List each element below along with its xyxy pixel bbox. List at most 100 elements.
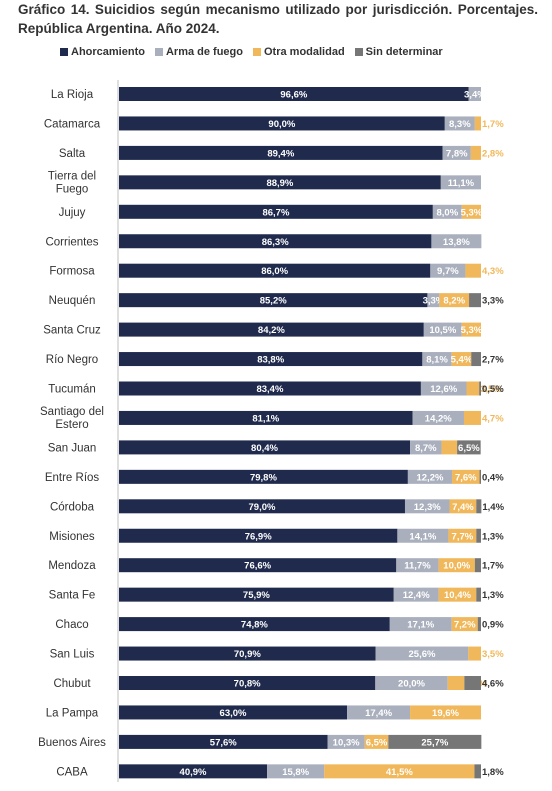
data-label: 7,2% [454, 620, 476, 631]
bar-segment [477, 617, 481, 632]
data-label: 85,2% [260, 296, 287, 307]
bar-segment [396, 558, 439, 573]
bar-segment [448, 528, 477, 543]
data-label: 83,8% [257, 355, 284, 366]
data-label: 86,7% [262, 207, 289, 218]
bar-segment [393, 587, 439, 602]
data-label: 10,0% [443, 561, 470, 572]
category-label: Tierra del Fuego [48, 170, 96, 195]
category-label: Salta [59, 148, 86, 160]
data-label: 12,6% [430, 384, 457, 395]
data-label: 13,8% [443, 237, 470, 248]
bar-segment [470, 145, 481, 160]
bar-segment [119, 499, 405, 514]
bar-segment [375, 676, 448, 690]
bar-segment [431, 234, 482, 249]
bar-segment [420, 381, 467, 396]
category-label: Catamarca [44, 118, 101, 130]
bar-segment [461, 204, 481, 219]
bar-segment [451, 617, 478, 632]
data-label: 1,3% [482, 531, 504, 542]
data-label: 83,4% [256, 384, 283, 395]
data-label: 20,0% [398, 679, 425, 690]
data-label: 15,8% [282, 767, 309, 778]
legend-item-3: Sin determinar [354, 46, 443, 58]
bar-segment [388, 734, 482, 749]
category-label: Santa Fe [49, 590, 96, 602]
data-label: 12,3% [414, 502, 441, 513]
data-label: 76,6% [244, 561, 271, 572]
chart-title: Gráfico 14. Suicidios según mecanismo ut… [18, 2, 538, 36]
data-label: 10,4% [444, 590, 471, 601]
legend-item-2: Otra modalidad [252, 46, 345, 58]
category-label: San Juan [48, 442, 97, 454]
bar-segment [469, 293, 481, 308]
bar-segment [410, 705, 481, 720]
data-label: 14,1% [409, 531, 436, 542]
bar-segment [432, 204, 462, 219]
data-label: 79,8% [250, 472, 277, 483]
category-label: Corrientes [45, 236, 98, 248]
data-label: 14,2% [425, 413, 452, 424]
data-label: 63,0% [220, 708, 247, 719]
bar-segment [119, 617, 390, 632]
bar-segment [410, 440, 442, 455]
data-label: 41,5% [386, 767, 413, 778]
bar-segment [461, 322, 481, 337]
bar-segment [347, 705, 411, 720]
category-label: La Pampa [46, 707, 99, 719]
data-label: 6,5% [366, 737, 388, 748]
data-label: 19,6% [432, 708, 459, 719]
data-label: 17,4% [365, 708, 392, 719]
bar-segment [119, 322, 424, 337]
category-label: Jujuy [59, 207, 86, 219]
bar-segment [476, 499, 482, 514]
data-label: 1,3% [482, 590, 504, 601]
data-label: 3,3% [423, 296, 445, 307]
bar-segment [449, 499, 477, 514]
data-label: 3,5% [482, 649, 504, 660]
data-label: 3,3% [482, 296, 504, 307]
data-label: 9,7% [437, 266, 459, 277]
category-label: Tucumán [48, 384, 96, 396]
category-label: Chaco [55, 619, 88, 631]
bar-segment [119, 293, 428, 308]
bar-segment [397, 528, 449, 543]
bar-segment [119, 410, 413, 425]
bar-segment [464, 676, 481, 690]
legend-label: Sin determinar [365, 46, 443, 58]
data-label: 0,9% [482, 620, 504, 631]
data-label: 57,6% [210, 737, 237, 748]
data-label: 1,4% [482, 502, 504, 513]
bar-segment [474, 558, 481, 573]
category-label: Entre Ríos [45, 472, 100, 484]
category-label: Buenos Aires [38, 737, 106, 749]
data-label: 86,0% [261, 266, 288, 277]
legend-swatch [252, 48, 261, 56]
category-label: Santa Cruz [43, 325, 101, 337]
data-label: 7,6% [455, 472, 477, 483]
data-label: 8,2% [443, 296, 465, 307]
bar-segment [119, 381, 421, 396]
bar-segment [452, 469, 480, 484]
data-label: 79,0% [249, 502, 276, 513]
bar-segment [119, 352, 423, 367]
bar-segment [441, 440, 458, 455]
data-label: 1,7% [482, 119, 504, 130]
data-label: 80,4% [251, 443, 278, 454]
bar-segment [465, 263, 481, 278]
data-label: 2,8% [482, 148, 504, 159]
bar-segment [447, 676, 465, 690]
data-label: 74,8% [241, 620, 268, 631]
bar-segment [119, 705, 348, 720]
data-label: 17,1% [407, 620, 434, 631]
category-label: Río Negro [46, 354, 98, 366]
legend: Ahorcamiento Arma de fuego Otra modalidad S… [60, 46, 443, 58]
data-label: 10,3% [333, 737, 360, 748]
bar-segment [119, 558, 397, 573]
data-label: 8,1% [426, 355, 448, 366]
bar-segment [451, 352, 472, 367]
bar-segment [442, 145, 471, 160]
bar-segment [119, 145, 443, 160]
category-label: San Luis [50, 649, 95, 661]
